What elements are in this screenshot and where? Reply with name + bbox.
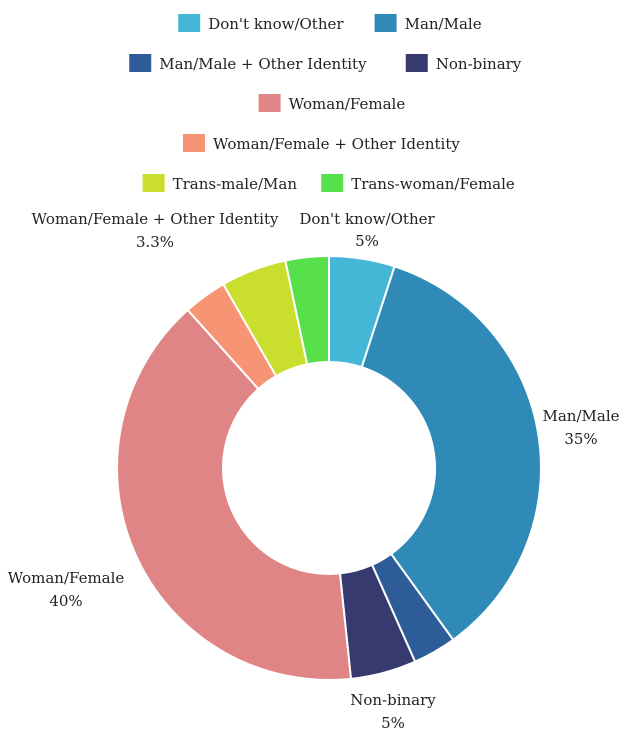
slice-label-name: Woman/Female	[8, 569, 125, 587]
slice-label-man-male: Man/Male 35%	[543, 407, 620, 448]
slice-label-name: Woman/Female + Other Identity	[32, 210, 279, 228]
slice-label-name: Non-binary	[350, 691, 436, 709]
legend-swatch-woman-female-other-identity	[182, 134, 205, 152]
slice-man-male[interactable]	[360, 265, 542, 642]
legend-item-man-male[interactable]: Man/Male	[374, 14, 482, 33]
legend-label-non-binary: Non-binary	[436, 55, 522, 73]
legend-label-woman-female: Woman/Female	[289, 95, 406, 113]
slice-label-value: 35%	[564, 430, 597, 448]
legend-swatch-woman-female	[258, 94, 281, 112]
legend-swatch-trans-male-man	[142, 174, 165, 192]
slice-label-woman-female: Woman/Female 40%	[8, 569, 125, 610]
legend-label-man-male: Man/Male	[405, 15, 482, 33]
slice-trans-woman-female[interactable]	[284, 254, 330, 366]
slice-label-don-t-know-other: Don't know/Other 5%	[299, 210, 435, 250]
slice-label-woman-female-other-identity: Woman/Female + Other Identity 3.3%	[32, 210, 279, 251]
legend-item-man-male-other-identity[interactable]: Man/Male + Other Identity	[129, 54, 367, 73]
legend: Don't know/Other Man/Male Man/Male + Other…	[129, 14, 522, 193]
slice-label-non-binary: Non-binary 5%	[350, 691, 436, 732]
legend-swatch-man-male-other-identity	[129, 54, 152, 72]
legend-item-non-binary[interactable]: Non-binary	[405, 54, 522, 73]
legend-swatch-man-male	[374, 14, 397, 32]
legend-label-trans-woman-female: Trans-woman/Female	[351, 175, 515, 193]
legend-item-trans-woman-female[interactable]: Trans-woman/Female	[321, 174, 515, 193]
slice-label-value: 5%	[381, 714, 405, 732]
legend-item-trans-male-man[interactable]: Trans-male/Man	[142, 174, 298, 193]
legend-label-trans-male-man: Trans-male/Man	[173, 175, 298, 193]
slice-label-name: Man/Male	[543, 407, 620, 425]
legend-label-woman-female-other-identity: Woman/Female + Other Identity	[213, 135, 460, 153]
legend-swatch-non-binary	[405, 54, 428, 72]
slice-label-value: 40%	[49, 592, 82, 610]
legend-label-don-t-know-other: Don't know/Other	[208, 15, 344, 33]
legend-swatch-don-t-know-other	[178, 14, 201, 32]
legend-item-don-t-know-other[interactable]: Don't know/Other	[178, 14, 344, 33]
slice-label-value: 3.3%	[136, 233, 174, 251]
legend-label-man-male-other-identity: Man/Male + Other Identity	[159, 55, 367, 73]
slices	[116, 254, 542, 681]
slice-woman-female[interactable]	[116, 308, 353, 681]
legend-item-woman-female-other-identity[interactable]: Woman/Female + Other Identity	[182, 134, 460, 153]
legend-swatch-trans-woman-female	[321, 174, 344, 192]
slice-label-name: Don't know/Other	[299, 210, 435, 228]
legend-item-woman-female[interactable]: Woman/Female	[258, 94, 406, 113]
slice-label-value: 5%	[355, 232, 379, 250]
slice-labels: Don't know/Other 5% Man/Male 35% Non-binary 5…	[8, 210, 620, 732]
